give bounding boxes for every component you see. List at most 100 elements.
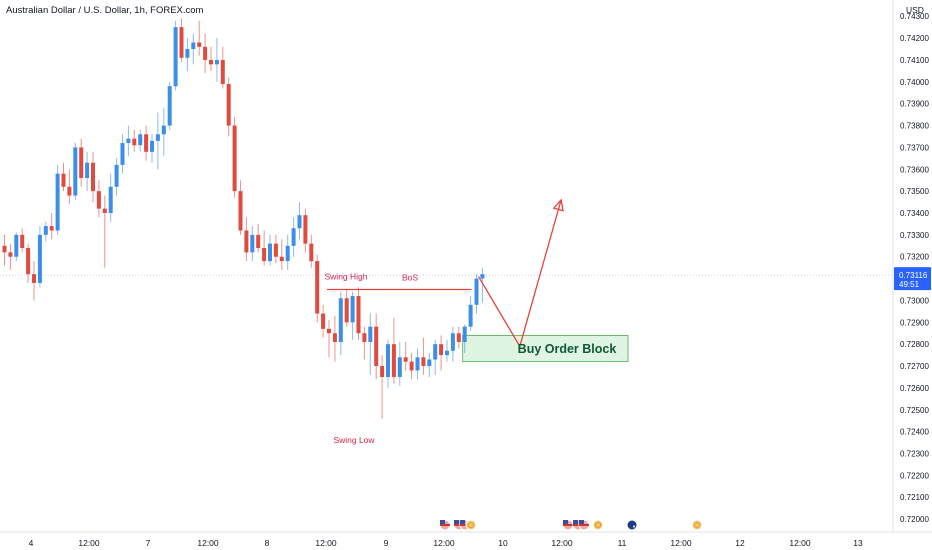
candle[interactable]: [155, 112, 160, 170]
candle[interactable]: [415, 348, 420, 380]
candle[interactable]: [37, 226, 42, 288]
candle[interactable]: [309, 234, 314, 268]
eu-flag-icon[interactable]: [691, 519, 703, 531]
candle[interactable]: [32, 261, 36, 301]
swing-high-label: Swing High: [325, 272, 368, 282]
candle[interactable]: [55, 164, 60, 235]
candle[interactable]: [244, 217, 249, 262]
candle[interactable]: [368, 313, 373, 375]
candle[interactable]: [61, 162, 66, 192]
candle[interactable]: [203, 33, 208, 74]
candle[interactable]: [374, 313, 379, 380]
order-block-zone[interactable]: [462, 335, 629, 363]
candle-body: [20, 234, 25, 248]
us-flag-icon[interactable]: [578, 519, 590, 531]
candle[interactable]: [114, 158, 119, 196]
candle[interactable]: [197, 20, 202, 56]
candle[interactable]: [67, 169, 72, 205]
candle[interactable]: [380, 355, 385, 419]
candle[interactable]: [279, 239, 284, 270]
candle[interactable]: [262, 230, 267, 266]
candle[interactable]: [268, 234, 272, 266]
candle[interactable]: [291, 217, 296, 257]
candle[interactable]: [43, 221, 48, 242]
candle[interactable]: [173, 20, 178, 91]
candle-body: [232, 125, 237, 192]
candle[interactable]: [8, 243, 13, 270]
candle[interactable]: [102, 195, 107, 268]
candle[interactable]: [439, 335, 444, 371]
candle[interactable]: [150, 134, 154, 163]
candle[interactable]: [250, 226, 255, 262]
candle[interactable]: [450, 326, 455, 362]
candle[interactable]: [445, 339, 449, 362]
candle[interactable]: [96, 180, 101, 218]
candle[interactable]: [321, 304, 326, 338]
economic-events: [439, 519, 703, 531]
candle[interactable]: [120, 134, 125, 174]
candle[interactable]: [344, 289, 349, 327]
eu-flag-icon[interactable]: [592, 519, 604, 531]
price-tick-label: 0.73400: [900, 209, 929, 218]
candle[interactable]: [397, 341, 402, 386]
candle[interactable]: [285, 234, 290, 270]
candle[interactable]: [2, 234, 7, 266]
candle[interactable]: [79, 138, 84, 187]
candle[interactable]: [209, 46, 213, 71]
candle[interactable]: [226, 77, 231, 137]
candle[interactable]: [474, 274, 479, 314]
candle[interactable]: [332, 315, 337, 362]
candle[interactable]: [327, 320, 331, 358]
candle[interactable]: [238, 180, 243, 235]
candle[interactable]: [191, 33, 196, 65]
candle[interactable]: [256, 223, 261, 253]
candle[interactable]: [144, 125, 149, 161]
candle[interactable]: [161, 108, 166, 157]
candle[interactable]: [433, 339, 438, 375]
candle[interactable]: [338, 291, 343, 356]
order-block-label: Buy Order Block: [518, 342, 617, 356]
us-flag-icon[interactable]: [562, 519, 574, 531]
candle[interactable]: [480, 267, 485, 303]
candle-body: [132, 138, 137, 146]
candle[interactable]: [427, 352, 432, 377]
candle[interactable]: [91, 151, 95, 203]
candle[interactable]: [362, 326, 367, 360]
candle[interactable]: [126, 125, 131, 157]
candle[interactable]: [220, 46, 225, 89]
candle[interactable]: [138, 129, 143, 152]
candle[interactable]: [386, 339, 390, 388]
candle[interactable]: [49, 213, 54, 240]
candle[interactable]: [14, 232, 19, 262]
candle[interactable]: [468, 296, 473, 332]
candle[interactable]: [20, 228, 25, 253]
candle[interactable]: [315, 254, 320, 323]
candle[interactable]: [185, 38, 190, 71]
candle[interactable]: [356, 287, 361, 340]
candle[interactable]: [214, 38, 219, 82]
candle[interactable]: [232, 116, 237, 198]
current-price-tag[interactable]: 0.73116 49:51: [894, 267, 931, 291]
candle[interactable]: [297, 202, 302, 240]
candle[interactable]: [179, 18, 184, 63]
candle[interactable]: [273, 234, 278, 264]
projection-path[interactable]: [477, 199, 562, 348]
candle[interactable]: [85, 151, 90, 192]
candle[interactable]: [456, 326, 461, 349]
candle[interactable]: [73, 143, 78, 200]
candle[interactable]: [167, 81, 172, 130]
candle[interactable]: [462, 324, 467, 353]
candle[interactable]: [26, 243, 31, 283]
candle[interactable]: [132, 129, 137, 152]
us-flag-icon[interactable]: [439, 519, 451, 531]
candle[interactable]: [108, 173, 113, 222]
candle[interactable]: [409, 352, 414, 380]
eu-flag-icon[interactable]: [465, 519, 477, 531]
candle[interactable]: [403, 341, 408, 371]
candle[interactable]: [303, 208, 308, 253]
au-flag-icon[interactable]: [626, 519, 638, 531]
candle[interactable]: [421, 337, 426, 375]
candle[interactable]: [350, 291, 355, 340]
candle[interactable]: [391, 317, 396, 384]
